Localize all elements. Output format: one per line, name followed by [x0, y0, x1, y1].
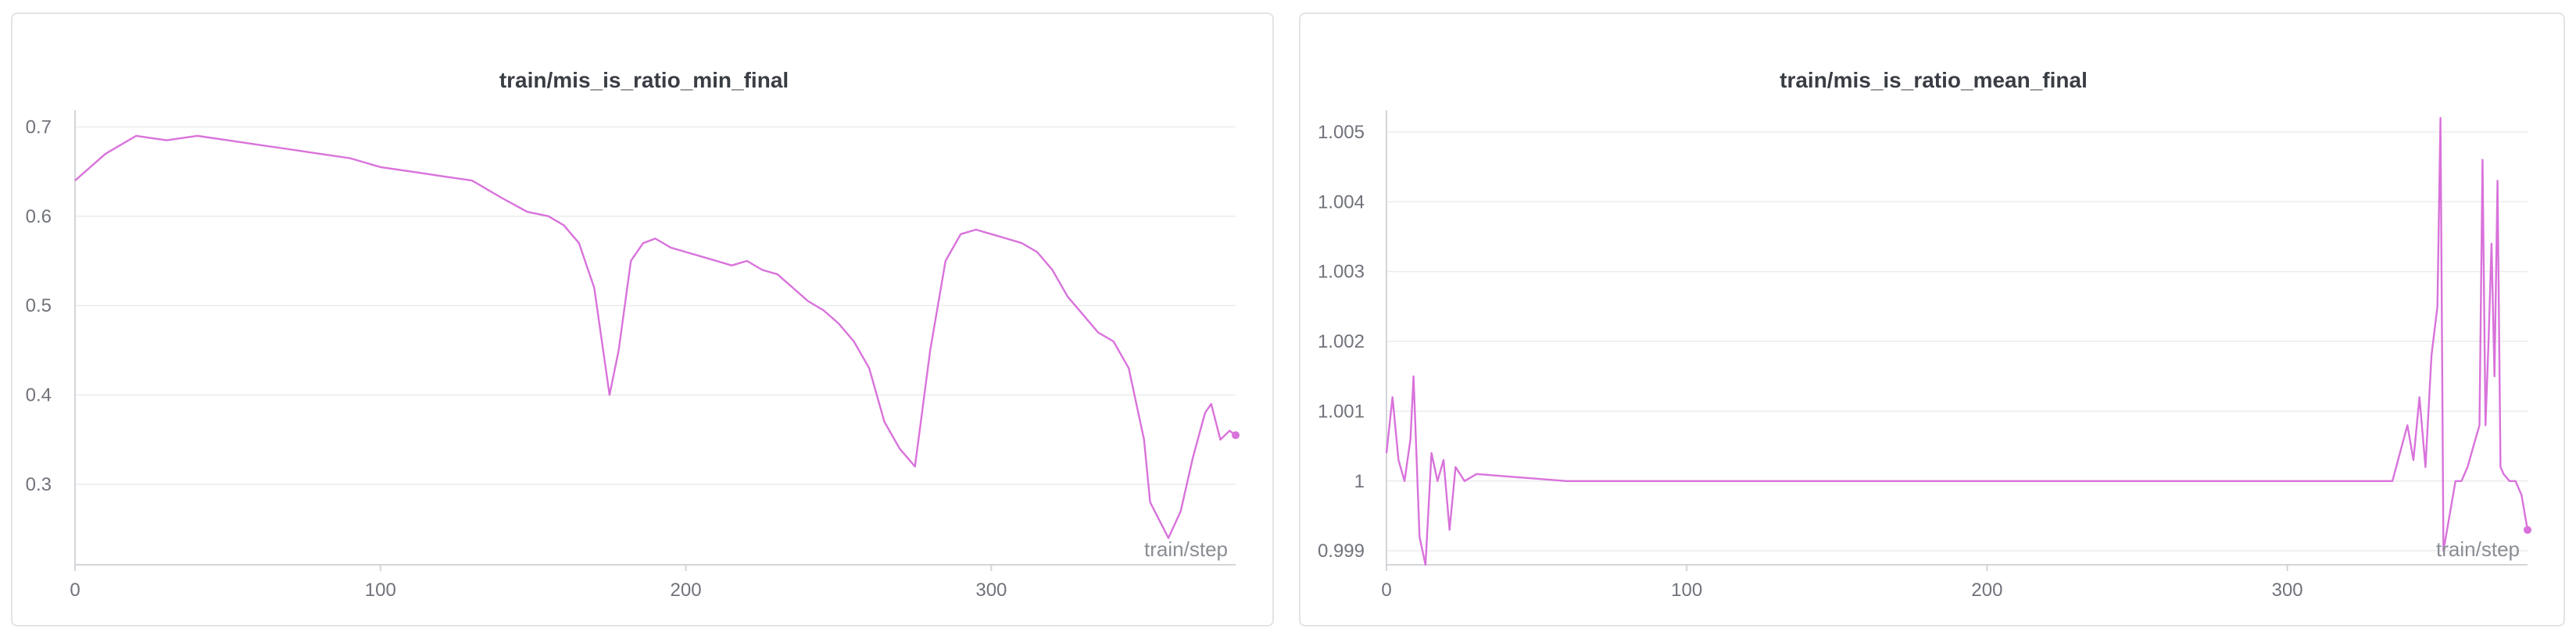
y-tick-label: 1.001 — [1318, 401, 1365, 422]
x-tick-label: 300 — [2272, 580, 2303, 601]
y-tick-label: 1 — [1354, 471, 1365, 492]
series-line[interactable] — [74, 134, 1236, 539]
series-end-point[interactable] — [2524, 526, 2531, 534]
chart-panel-min-final: train/mis_is_ratio_min_final 0.3 0.4 0.5 0.6… — [11, 12, 1274, 627]
x-tick-label: 200 — [1971, 580, 2002, 601]
chart-panel-mean-final: train/mis_is_ratio_mean_final 0.999 1 1.001… — [1299, 12, 2565, 627]
x-tick-label: 0 — [70, 580, 80, 601]
chart-title: train/mis_is_ratio_min_final — [499, 68, 789, 92]
y-tick-label: 0.4 — [26, 385, 52, 406]
chart-mean-final-svg: train/mis_is_ratio_mean_final 0.999 1 1.001… — [1318, 68, 2531, 601]
y-tick-label: 0.6 — [26, 206, 52, 227]
y-tick-label: 0.5 — [26, 295, 52, 316]
x-tick-label: 100 — [365, 580, 396, 601]
chart-min-final-svg: train/mis_is_ratio_min_final 0.3 0.4 0.5 0.6… — [26, 68, 1240, 601]
series-end-point[interactable] — [1232, 431, 1240, 440]
y-tick-label: 0.7 — [26, 116, 52, 137]
y-tick-label: 1.003 — [1318, 262, 1365, 283]
y-tick-label: 1.004 — [1318, 191, 1365, 212]
chart-title: train/mis_is_ratio_mean_final — [1780, 68, 2088, 92]
x-tick-label: 300 — [975, 580, 1007, 601]
y-tick-label: 1.002 — [1318, 331, 1365, 352]
x-axis-label: train/step — [2436, 537, 2520, 561]
y-tick-label: 0.999 — [1318, 541, 1365, 562]
series-line[interactable] — [1385, 116, 2529, 566]
x-tick-label: 200 — [671, 580, 702, 601]
y-tick-label: 1.005 — [1318, 122, 1365, 143]
x-tick-label: 0 — [1381, 580, 1391, 601]
x-axis-label: train/step — [1144, 537, 1228, 561]
y-tick-label: 0.3 — [26, 474, 52, 495]
x-tick-label: 100 — [1671, 580, 1702, 601]
